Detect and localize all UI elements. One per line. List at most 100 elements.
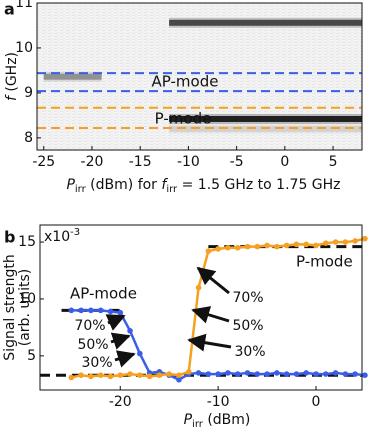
percent-label: 50% bbox=[232, 318, 263, 334]
data-point bbox=[166, 371, 172, 377]
data-point bbox=[225, 244, 231, 251]
x-tick-label: -20 bbox=[81, 154, 104, 170]
mode-label: P-mode bbox=[155, 110, 212, 128]
data-point bbox=[303, 241, 310, 248]
x-tick-label: -20 bbox=[109, 394, 132, 410]
data-point bbox=[352, 371, 358, 377]
arrow bbox=[196, 266, 230, 295]
data-point bbox=[127, 328, 133, 334]
resonance-band-halo bbox=[169, 17, 362, 28]
data-point bbox=[176, 372, 182, 379]
data-point bbox=[322, 240, 329, 247]
data-point bbox=[225, 370, 231, 376]
data-point bbox=[362, 372, 368, 379]
data-point bbox=[274, 370, 280, 376]
x-tick-label: -25 bbox=[32, 154, 55, 170]
y-axis-label-part: f bbox=[4, 94, 20, 101]
data-point bbox=[215, 246, 221, 252]
data-point bbox=[127, 371, 133, 377]
data-point bbox=[176, 376, 182, 383]
x-tick-label: 0 bbox=[312, 394, 321, 410]
y-axis-label: Signal strength bbox=[2, 254, 18, 360]
data-point bbox=[185, 368, 192, 375]
data-point bbox=[342, 371, 349, 377]
arrow bbox=[187, 333, 232, 352]
data-point bbox=[88, 307, 94, 314]
series-label: P-mode bbox=[296, 253, 353, 271]
plot-frame bbox=[39, 224, 363, 391]
y-tick-label: 10 bbox=[15, 40, 33, 56]
data-point bbox=[303, 370, 310, 376]
y-tick-label: 10 bbox=[18, 291, 36, 307]
data-point bbox=[293, 241, 300, 248]
mode-label: AP-mode bbox=[152, 73, 219, 91]
x-axis-label: Pirr (dBm) for firr = 1.5 GHz to 1.75 GH… bbox=[66, 177, 340, 195]
x-axis-label-part: f bbox=[161, 177, 168, 193]
data-point bbox=[283, 371, 290, 377]
percent-label: 30% bbox=[81, 355, 112, 371]
data-point bbox=[195, 284, 202, 291]
arrow bbox=[105, 314, 126, 331]
data-point bbox=[313, 242, 319, 249]
x-tick-label: -10 bbox=[207, 394, 230, 410]
x-tick-label: -15 bbox=[129, 154, 152, 170]
multiplier: x10-3 bbox=[44, 227, 80, 245]
y-tick-label: 5 bbox=[27, 348, 36, 364]
x-tick-label: -5 bbox=[230, 154, 244, 170]
data-point bbox=[205, 248, 212, 254]
data-point bbox=[146, 373, 153, 380]
resonance-band-halo bbox=[169, 113, 362, 124]
percent-label: 30% bbox=[234, 344, 265, 360]
data-point bbox=[117, 372, 124, 379]
arrow bbox=[110, 332, 131, 350]
x-axis-label-part: = 1.5 GHz to 1.75 GHz bbox=[177, 177, 340, 193]
data-point bbox=[156, 372, 163, 379]
data-point bbox=[342, 239, 349, 245]
y-axis-label-part: (GHz) bbox=[4, 52, 20, 96]
data-point bbox=[234, 244, 241, 251]
data-point bbox=[332, 370, 339, 376]
x-tick-label: -10 bbox=[177, 154, 200, 170]
data-point bbox=[254, 371, 261, 377]
percent-label: 70% bbox=[74, 318, 105, 334]
panel-label: b bbox=[4, 228, 15, 247]
arrow bbox=[114, 350, 136, 368]
data-point bbox=[107, 308, 114, 315]
data-point bbox=[274, 243, 280, 250]
x-axis-label-part: P bbox=[184, 412, 193, 428]
data-point bbox=[117, 309, 124, 316]
multiplier-part: x10 bbox=[44, 229, 70, 245]
x-axis-label-part: (dBm) for bbox=[86, 177, 162, 193]
data-point bbox=[137, 372, 143, 379]
data-point bbox=[264, 371, 270, 377]
y-tick-label: 9 bbox=[24, 85, 33, 101]
data-point bbox=[254, 243, 261, 250]
data-point bbox=[283, 242, 290, 249]
data-point bbox=[244, 243, 251, 250]
data-point bbox=[78, 307, 84, 314]
data-point bbox=[293, 371, 300, 377]
data-point bbox=[88, 373, 94, 380]
data-point bbox=[68, 307, 75, 314]
data-point bbox=[97, 372, 104, 379]
percent-label: 50% bbox=[77, 337, 108, 353]
data-point bbox=[244, 370, 251, 376]
series-label: AP-mode bbox=[70, 285, 137, 303]
y-tick-label: 15 bbox=[18, 234, 36, 250]
plot-frame bbox=[36, 2, 363, 151]
x-axis-label-part: (dBm) bbox=[203, 412, 251, 428]
y-axis-label: (arb. units) bbox=[17, 269, 33, 346]
data-point bbox=[215, 371, 221, 377]
data-point bbox=[107, 373, 114, 380]
x-axis-label-part: irr bbox=[166, 184, 178, 195]
data-point bbox=[352, 238, 358, 244]
data-point bbox=[68, 374, 75, 381]
resonance-band-halo bbox=[43, 71, 102, 82]
data-point bbox=[78, 372, 84, 379]
y-tick-label: 8 bbox=[24, 130, 33, 146]
data-point bbox=[362, 235, 368, 242]
data-point bbox=[313, 371, 319, 377]
data-point bbox=[234, 371, 241, 377]
x-tick-label: 5 bbox=[329, 154, 338, 170]
